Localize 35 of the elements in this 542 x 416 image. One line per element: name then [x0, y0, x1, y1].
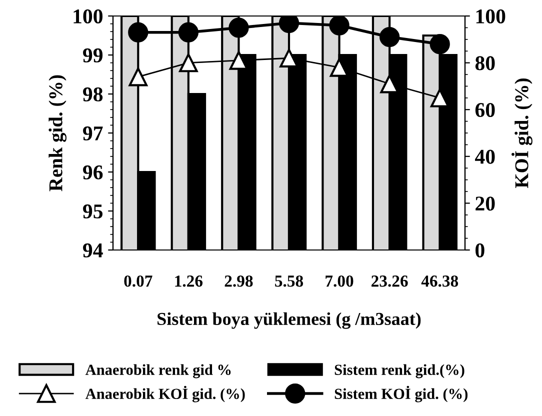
- y2-tick-label: 60: [475, 102, 495, 118]
- x-tick-label: 0.07: [124, 275, 152, 287]
- legend-label: Anaerobik KOİ gid. (%): [85, 386, 245, 402]
- y2-tick-label: 0: [476, 243, 484, 258]
- y-axis-title: Renk gid. (%): [48, 75, 66, 192]
- y-tick-label: 94: [83, 243, 103, 258]
- point: [430, 34, 450, 54]
- y-tick-label: 98: [83, 87, 103, 102]
- point: [128, 67, 148, 86]
- y2-tick-label: 100: [476, 9, 506, 24]
- x-tick-label: 7.00: [326, 275, 354, 287]
- x-tick-label: 46.38: [421, 275, 458, 287]
- point: [128, 22, 148, 42]
- y2-axis-title: KOİ gid. (%): [512, 78, 532, 188]
- point: [329, 16, 350, 36]
- point: [380, 26, 400, 48]
- x-tick-label: 2.98: [224, 275, 253, 287]
- y-tick-label: 96: [83, 165, 103, 180]
- x-axis-title: Sistem boya yüklemesi (g /m3saat): [158, 312, 421, 329]
- legend-label: Anaerobik renk gid %: [85, 364, 231, 378]
- point: [228, 18, 249, 38]
- y-tick-label: 97: [83, 126, 103, 140]
- legend-label: Sistem renk gid.(%): [334, 364, 464, 378]
- point: [178, 22, 198, 42]
- x-tick-label: 1.26: [175, 276, 203, 287]
- y2-tick-label: 80: [475, 56, 495, 70]
- y-tick-label: 99: [83, 48, 103, 62]
- legend-label: Sistem KOİ gid. (%): [334, 386, 468, 402]
- y-tick-label: 95: [83, 204, 103, 218]
- y2-tick-label: 40: [475, 150, 495, 164]
- point: [179, 53, 198, 72]
- y-tick-label: 100: [74, 9, 102, 24]
- x-tick-label: 23.26: [372, 276, 408, 287]
- y2-tick-label: 20: [476, 196, 495, 211]
- x-tick-label: 5.58: [275, 275, 304, 287]
